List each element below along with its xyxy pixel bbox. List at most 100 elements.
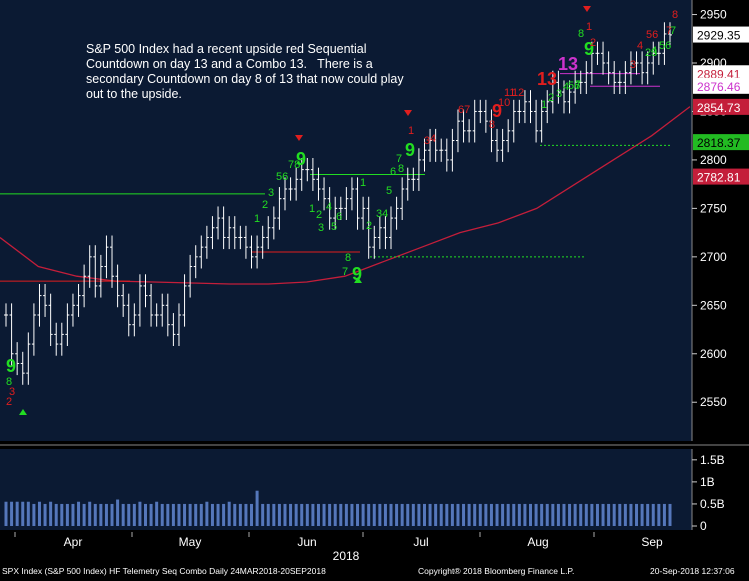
sequential-label: 3 [9, 386, 15, 398]
sequential-label: 9 [584, 39, 594, 59]
volume-bar [333, 503, 337, 526]
sequential-label: 7 [575, 79, 581, 91]
sell-arrow [583, 6, 591, 12]
volume-bar [367, 503, 371, 526]
sequential-label: 3 [630, 59, 636, 71]
price-axis: 255026002650270027502800285029002950 [692, 8, 727, 409]
volume-bars [4, 490, 672, 526]
price-tag-value: 2929.35 [697, 29, 741, 43]
volume-tick-label: 1.5B [700, 453, 725, 467]
volume-bar [640, 503, 644, 526]
volume-tick-label: 1B [700, 475, 715, 489]
volume-bar [579, 503, 583, 526]
volume-bar [121, 503, 125, 526]
volume-bar [489, 503, 493, 526]
volume-tick-label: 0 [700, 519, 707, 533]
price-tag-value: 2818.37 [697, 136, 741, 150]
volume-bar [37, 501, 41, 526]
volume-bar [183, 503, 187, 526]
volume-bar [623, 503, 627, 526]
volume-bar [300, 503, 304, 526]
month-label: Apr [64, 535, 83, 549]
price-tick-label: 2700 [700, 250, 727, 264]
volume-bar [138, 501, 142, 526]
sequential-label: 3 [268, 187, 274, 199]
volume-bar [261, 503, 265, 526]
volume-bar [657, 503, 661, 526]
volume-bar [255, 490, 259, 526]
sequential-label: 7 [396, 153, 402, 165]
price-tag-value: 2889.41 [697, 67, 741, 81]
volume-bar [283, 503, 287, 526]
volume-bar [32, 503, 36, 526]
sequential-label: 8 [672, 9, 678, 21]
volume-bar [551, 503, 555, 526]
signal-arrows [19, 6, 591, 415]
volume-bar [77, 501, 81, 526]
volume-bar [216, 503, 220, 526]
sequential-label: 4 [326, 201, 332, 213]
volume-bar [311, 503, 315, 526]
price-tag-box [693, 98, 749, 115]
sell-arrow [295, 135, 303, 141]
volume-bar [668, 503, 672, 526]
volume-bar [411, 503, 415, 526]
sequential-label: 56 [276, 171, 288, 183]
volume-bar [127, 503, 131, 526]
sequential-label: 67 [458, 104, 470, 116]
volume-bar [227, 501, 231, 526]
volume-bar [21, 501, 25, 526]
volume-bar [350, 503, 354, 526]
sequential-label: 8 [6, 376, 12, 388]
sequential-label: 8 [489, 119, 495, 131]
volume-bar [149, 503, 153, 526]
time-axis: Apr May Jun Jul Aug Sep 2018 [14, 532, 663, 563]
month-label: Aug [527, 535, 548, 549]
sequential-label: 56 [646, 29, 658, 41]
sequential-label: 8 [398, 163, 404, 175]
volume-bar [177, 503, 181, 526]
sequential-label: 9 [296, 149, 306, 169]
price-tick-label: 2750 [700, 201, 727, 215]
volume-bar [132, 503, 136, 526]
volume-bar [651, 503, 655, 526]
volume-bar [534, 503, 538, 526]
sequential-label: 6 [336, 211, 342, 223]
footer-copyright: Copyright® 2018 Bloomberg Finance L.P. [418, 566, 575, 576]
price-tag-box [693, 77, 749, 94]
volume-bar [467, 503, 471, 526]
volume-bar [49, 501, 53, 526]
volume-bar [71, 503, 75, 526]
volume-bar [166, 503, 170, 526]
volume-bar [305, 503, 309, 526]
volume-bar [434, 503, 438, 526]
volume-bar [328, 503, 332, 526]
volume-bar [110, 503, 114, 526]
volume-bar [99, 503, 103, 526]
price-tick-label: 2550 [700, 395, 727, 409]
volume-bar [4, 501, 8, 526]
sequential-label: 34 [376, 208, 388, 220]
volume-bar [484, 503, 488, 526]
sequential-label: 56 [568, 80, 580, 92]
price-tick-label: 2600 [700, 347, 727, 361]
sequential-label: 2 [366, 220, 372, 232]
month-label: Jun [297, 535, 316, 549]
volume-bar [82, 503, 86, 526]
volume-bar [294, 503, 298, 526]
volume-bar [523, 503, 527, 526]
volume-bar [595, 503, 599, 526]
volume-bar [361, 503, 365, 526]
sequential-label: 4 [637, 40, 643, 52]
month-label: May [179, 535, 202, 549]
volume-bar [10, 501, 14, 526]
volume-bar [601, 503, 605, 526]
volume-bar [512, 503, 516, 526]
volume-bar [618, 503, 622, 526]
volume-bar [517, 503, 521, 526]
volume-bar [171, 503, 175, 526]
sequential-label: 8 [578, 28, 584, 40]
volume-bar [205, 501, 209, 526]
